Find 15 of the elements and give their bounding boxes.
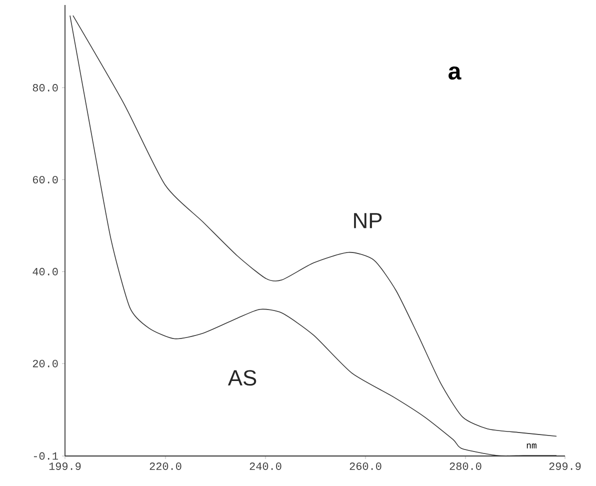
y-tick-label: 80.0 (32, 84, 58, 92)
x-tick-label: 260.0 (350, 462, 382, 470)
text: a (448, 66, 462, 80)
x-tick-label: 299.9 (549, 462, 581, 470)
series-label: AS (228, 370, 256, 386)
x-tick-label: 240.0 (250, 462, 282, 470)
x-tick-label: 199.9 (49, 462, 81, 470)
x-tick-label: 220.0 (150, 462, 182, 470)
y-tick-label: 60.0 (32, 176, 58, 184)
y-tick-label: 40.0 (32, 268, 58, 276)
x-tick-label: 280.0 (450, 462, 482, 470)
series-label: NP (354, 213, 382, 228)
y-tick-label: -0.1 (34, 452, 58, 460)
x-axis-title: nm (526, 444, 536, 448)
y-tick-label: 20.0 (32, 360, 58, 368)
